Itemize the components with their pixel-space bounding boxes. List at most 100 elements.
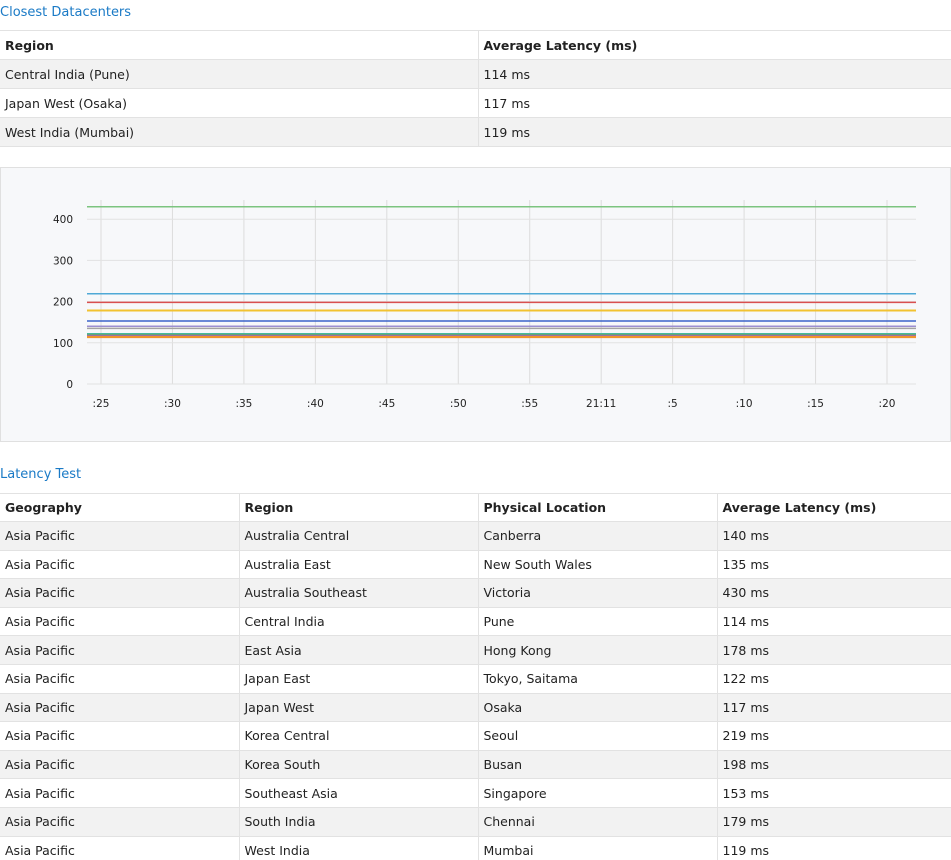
latency-cell: 119 ms (478, 117, 951, 147)
table-row: Japan West (Osaka) 117 ms (0, 88, 951, 118)
geography-cell: Asia Pacific (0, 578, 240, 608)
latency-cell: 119 ms (717, 836, 951, 860)
x-tick-label: :15 (807, 398, 824, 410)
latency-cell: 153 ms (717, 778, 951, 808)
region-cell: Australia East (239, 550, 479, 580)
table-row: Asia Pacific West India Mumbai 119 ms (0, 836, 951, 860)
region-cell: Australia Southeast (239, 578, 479, 608)
region-cell: Japan West (239, 693, 479, 723)
location-cell: Osaka (478, 693, 718, 723)
geography-cell: Asia Pacific (0, 778, 240, 808)
x-tick-label: :25 (93, 398, 110, 410)
x-tick-label: :10 (736, 398, 753, 410)
y-tick-label: 400 (53, 214, 73, 226)
region-cell: Korea Central (239, 721, 479, 751)
y-tick-label: 200 (53, 297, 73, 309)
location-cell: Hong Kong (478, 635, 718, 665)
geography-cell: Asia Pacific (0, 750, 240, 780)
table-row: West India (Mumbai) 119 ms (0, 117, 951, 147)
region-cell: West India (239, 836, 479, 860)
column-header-region: Region (239, 493, 479, 522)
column-header-physical-location: Physical Location (478, 493, 718, 522)
closest-datacenters-title[interactable]: Closest Datacenters (0, 5, 132, 20)
region-cell: Central India (Pune) (0, 59, 479, 89)
table-row: Asia Pacific Australia East New South Wale… (0, 550, 951, 580)
x-tick-label: 21:11 (586, 398, 616, 410)
latency-test-table: Geography Region Physical Location Avera… (0, 493, 951, 860)
geography-cell: Asia Pacific (0, 836, 240, 860)
geography-cell: Asia Pacific (0, 550, 240, 580)
location-cell: Pune (478, 607, 718, 637)
geography-cell: Asia Pacific (0, 521, 240, 551)
latency-cell: 114 ms (717, 607, 951, 637)
latency-cell: 135 ms (717, 550, 951, 580)
column-header-region: Region (0, 30, 479, 60)
region-cell: South India (239, 807, 479, 837)
table-row: Asia Pacific East Asia Hong Kong 178 ms (0, 635, 951, 665)
location-cell: Busan (478, 750, 718, 780)
table-row: Asia Pacific Japan West Osaka 117 ms (0, 693, 951, 723)
region-cell: Japan East (239, 664, 479, 694)
geography-cell: Asia Pacific (0, 635, 240, 665)
y-tick-label: 300 (53, 255, 73, 267)
column-header-average-latency: Average Latency (ms) (478, 30, 951, 60)
column-header-geography: Geography (0, 493, 240, 522)
latency-cell: 117 ms (717, 693, 951, 723)
latency-cell: 219 ms (717, 721, 951, 751)
latency-cell: 198 ms (717, 750, 951, 780)
x-tick-label: :5 (668, 398, 678, 410)
geography-cell: Asia Pacific (0, 721, 240, 751)
x-tick-label: :20 (879, 398, 896, 410)
table-row: Asia Pacific Korea South Busan 198 ms (0, 750, 951, 780)
x-tick-label: :45 (378, 398, 395, 410)
latency-chart: 0 100 200 300 400 :25 :30 :35 :40 :45 :50 :55 21:11:… (0, 167, 951, 442)
table-row: Asia Pacific Australia Central Canberra 140… (0, 521, 951, 551)
region-cell: Southeast Asia (239, 778, 479, 808)
geography-cell: Asia Pacific (0, 664, 240, 694)
location-cell: Canberra (478, 521, 718, 551)
region-cell: Central India (239, 607, 479, 637)
x-tick-label: :55 (521, 398, 538, 410)
latency-test-title[interactable]: Latency Test (0, 467, 82, 482)
region-cell: West India (Mumbai) (0, 117, 479, 147)
table-row: Asia Pacific Australia Southeast Victoria 4… (0, 578, 951, 608)
table-row: Central India (Pune) 114 ms (0, 59, 951, 89)
column-header-average-latency: Average Latency (ms) (717, 493, 951, 522)
table-row: Asia Pacific South India Chennai 179 ms (0, 807, 951, 837)
closest-datacenters-table: Region Average Latency (ms) Central Indi… (0, 30, 951, 147)
y-tick-label: 100 (53, 338, 73, 350)
region-cell: East Asia (239, 635, 479, 665)
latency-cell: 122 ms (717, 664, 951, 694)
x-tick-label: :35 (235, 398, 252, 410)
table-row: Asia Pacific Korea Central Seoul 219 ms (0, 721, 951, 751)
x-tick-label: :40 (307, 398, 324, 410)
latency-cell: 140 ms (717, 521, 951, 551)
table-header-row: Geography Region Physical Location Avera… (0, 493, 951, 522)
x-tick-label: :50 (450, 398, 467, 410)
region-cell: Korea South (239, 750, 479, 780)
table-row: Asia Pacific Japan East Tokyo, Saitama 122 … (0, 664, 951, 694)
table-row: Asia Pacific Central India Pune 114 ms (0, 607, 951, 637)
location-cell: Tokyo, Saitama (478, 664, 718, 694)
y-tick-label: 0 (66, 379, 73, 391)
latency-cell: 114 ms (478, 59, 951, 89)
location-cell: New South Wales (478, 550, 718, 580)
geography-cell: Asia Pacific (0, 693, 240, 723)
latency-cell: 117 ms (478, 88, 951, 118)
location-cell: Mumbai (478, 836, 718, 860)
location-cell: Victoria (478, 578, 718, 608)
latency-cell: 430 ms (717, 578, 951, 608)
region-cell: Japan West (Osaka) (0, 88, 479, 118)
location-cell: Chennai (478, 807, 718, 837)
latency-chart-svg: 0 100 200 300 400 :25 :30 :35 :40 :45 :50 :55 21:11:… (53, 200, 916, 410)
geography-cell: Asia Pacific (0, 607, 240, 637)
geography-cell: Asia Pacific (0, 807, 240, 837)
location-cell: Singapore (478, 778, 718, 808)
table-header-row: Region Average Latency (ms) (0, 30, 951, 60)
table-row: Asia Pacific Southeast Asia Singapore 153 m… (0, 778, 951, 808)
latency-cell: 178 ms (717, 635, 951, 665)
region-cell: Australia Central (239, 521, 479, 551)
x-tick-label: :30 (164, 398, 181, 410)
location-cell: Seoul (478, 721, 718, 751)
